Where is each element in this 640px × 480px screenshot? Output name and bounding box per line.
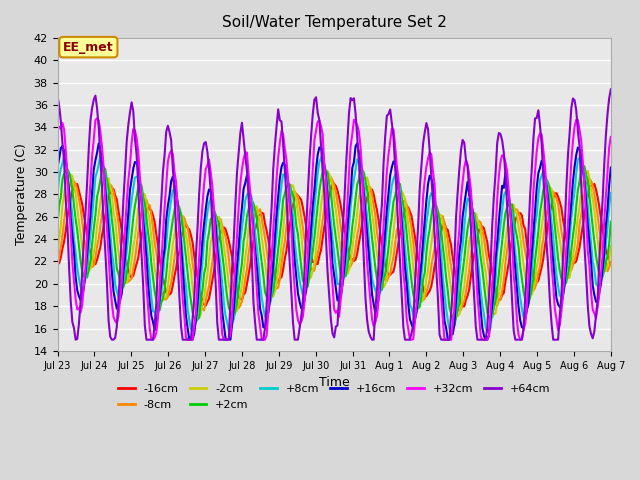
+2cm — [358, 167, 366, 173]
+64cm — [360, 257, 367, 263]
-8cm — [65, 186, 73, 192]
-8cm — [607, 260, 614, 266]
+16cm — [497, 201, 504, 207]
-2cm — [227, 291, 234, 297]
Legend: -16cm, -8cm, -2cm, +2cm, +8cm, +16cm, +32cm, +64cm: -16cm, -8cm, -2cm, +2cm, +8cm, +16cm, +3… — [113, 380, 555, 414]
+2cm — [607, 219, 614, 225]
-2cm — [54, 251, 61, 257]
Text: EE_met: EE_met — [63, 41, 114, 54]
+64cm — [54, 93, 61, 99]
+32cm — [497, 159, 504, 165]
+16cm — [362, 212, 369, 217]
-16cm — [65, 204, 73, 210]
-16cm — [497, 297, 504, 302]
+8cm — [479, 302, 486, 308]
+64cm — [495, 130, 502, 136]
Line: -16cm: -16cm — [58, 182, 611, 306]
-2cm — [477, 228, 484, 233]
+64cm — [607, 86, 614, 92]
+16cm — [186, 337, 193, 343]
+8cm — [54, 193, 61, 199]
-8cm — [479, 228, 486, 234]
-16cm — [479, 224, 486, 229]
+8cm — [319, 151, 326, 157]
-16cm — [329, 180, 337, 185]
+8cm — [447, 330, 455, 336]
+2cm — [488, 315, 496, 321]
+64cm — [65, 264, 73, 270]
Line: +8cm: +8cm — [58, 154, 611, 333]
+32cm — [362, 228, 369, 233]
+32cm — [479, 337, 486, 343]
+16cm — [479, 325, 486, 331]
Y-axis label: Temperature (C): Temperature (C) — [15, 144, 28, 245]
X-axis label: Time: Time — [319, 376, 349, 389]
-8cm — [225, 255, 232, 261]
+2cm — [225, 305, 232, 311]
+8cm — [497, 223, 504, 228]
-16cm — [225, 238, 232, 243]
+16cm — [353, 141, 361, 146]
-8cm — [456, 309, 463, 314]
+32cm — [490, 257, 498, 263]
+16cm — [607, 165, 614, 170]
Line: +2cm: +2cm — [58, 165, 611, 325]
-2cm — [495, 291, 502, 297]
+32cm — [148, 337, 156, 343]
+16cm — [54, 165, 61, 170]
Line: -2cm: -2cm — [58, 171, 611, 318]
+32cm — [607, 134, 614, 140]
-8cm — [497, 296, 504, 302]
-2cm — [360, 174, 367, 180]
-2cm — [607, 243, 614, 249]
+8cm — [607, 190, 614, 196]
Title: Soil/Water Temperature Set 2: Soil/Water Temperature Set 2 — [221, 15, 447, 30]
Line: +32cm: +32cm — [58, 118, 611, 340]
+8cm — [225, 328, 232, 334]
+8cm — [490, 295, 498, 300]
-16cm — [360, 210, 367, 216]
-2cm — [195, 315, 203, 321]
+16cm — [490, 287, 498, 292]
-8cm — [54, 262, 61, 268]
+64cm — [477, 337, 484, 343]
-8cm — [490, 297, 498, 302]
+16cm — [65, 188, 73, 194]
+64cm — [488, 222, 496, 228]
-2cm — [584, 168, 591, 174]
Line: -8cm: -8cm — [58, 177, 611, 312]
+2cm — [451, 323, 458, 328]
Line: +16cm: +16cm — [58, 144, 611, 340]
+2cm — [579, 162, 587, 168]
+8cm — [360, 181, 367, 187]
Line: +64cm: +64cm — [58, 89, 611, 340]
+64cm — [72, 337, 79, 343]
+2cm — [477, 255, 484, 261]
-8cm — [360, 189, 367, 194]
-16cm — [460, 303, 468, 309]
+2cm — [65, 169, 73, 175]
+32cm — [93, 115, 101, 121]
+32cm — [65, 204, 73, 209]
-2cm — [488, 308, 496, 314]
+2cm — [54, 223, 61, 228]
+64cm — [227, 300, 234, 305]
-8cm — [327, 174, 335, 180]
-2cm — [65, 173, 73, 179]
+8cm — [65, 186, 73, 192]
-16cm — [607, 261, 614, 267]
-16cm — [54, 262, 61, 267]
-16cm — [490, 281, 498, 287]
+2cm — [495, 271, 502, 277]
+32cm — [228, 313, 236, 319]
+32cm — [54, 126, 61, 132]
+16cm — [227, 337, 234, 343]
